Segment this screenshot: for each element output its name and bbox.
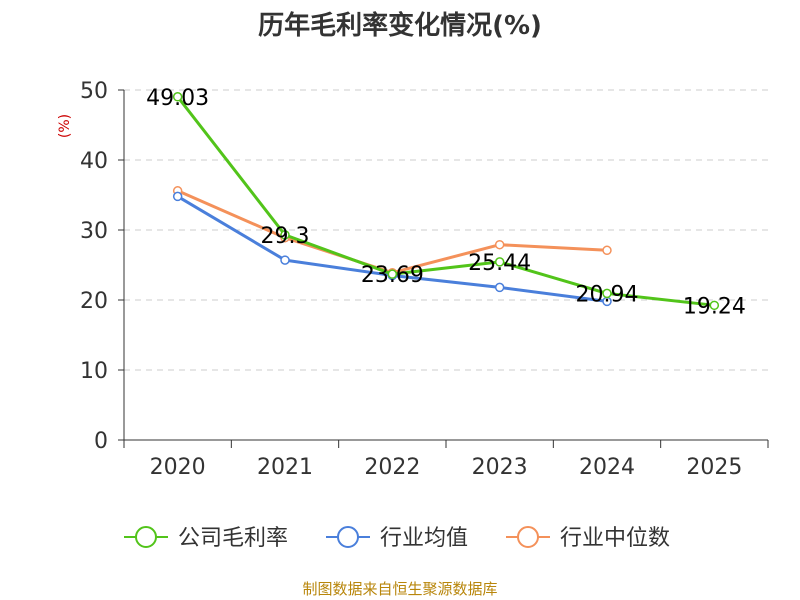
data-point: [602, 245, 612, 256]
chart-title: 历年毛利率变化情况(%): [258, 10, 542, 41]
data-label: 25.44: [468, 251, 531, 276]
data-label: 23.69: [361, 263, 424, 288]
data-label: 20.94: [576, 282, 639, 307]
y-tick-label: 20: [80, 289, 108, 314]
legend-label: 行业中位数: [560, 526, 670, 551]
data-label: 49.03: [146, 86, 209, 111]
data-point: [387, 269, 398, 279]
y-axis-label: (%): [57, 114, 73, 138]
data-point: [709, 300, 720, 311]
x-tick-label: 2022: [364, 455, 420, 480]
legend-label: 行业均值: [380, 526, 468, 551]
x-tick-label: 2020: [150, 455, 206, 480]
x-tick-label: 2024: [579, 455, 635, 480]
x-tick-label: 2023: [472, 455, 528, 480]
data-label: 19.24: [683, 294, 746, 319]
data-point: [602, 288, 612, 299]
legend-label: 公司毛利率: [178, 526, 288, 551]
y-tick-label: 50: [80, 79, 108, 104]
data-label: 29.3: [261, 224, 310, 249]
x-tick-label: 2025: [686, 455, 742, 480]
y-tick-label: 30: [80, 219, 108, 244]
data-point: [280, 255, 290, 265]
y-tick-label: 0: [94, 429, 108, 454]
series-line: [176, 95, 715, 307]
data-point: [494, 239, 505, 250]
y-tick-label: 40: [80, 149, 108, 174]
legend-marker: [517, 526, 539, 548]
data-point: [280, 230, 290, 240]
data-point: [494, 282, 505, 293]
data-point: [494, 257, 505, 267]
series-line: [177, 189, 608, 275]
x-tick-label: 2021: [257, 455, 313, 480]
data-point: [172, 92, 183, 102]
data-point: [172, 191, 183, 202]
legend-marker: [135, 526, 157, 548]
y-tick-label: 10: [80, 359, 108, 384]
source-note: 制图数据来自恒生聚源数据库: [302, 580, 497, 598]
legend-marker: [337, 526, 359, 548]
